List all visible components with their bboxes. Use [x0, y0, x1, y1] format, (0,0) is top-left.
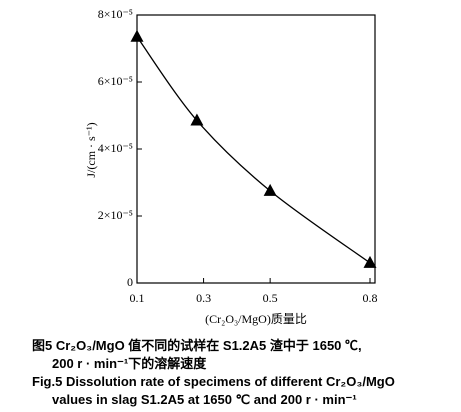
marker [363, 255, 377, 268]
x-axis-label: (Cr₂O₃/MgO)质量比 [205, 312, 307, 326]
y-tick-label: 2×10⁻⁵ [98, 208, 133, 222]
x-tick-label: 0.8 [363, 291, 378, 305]
caption-line: values in slag S1.2A5 at 1650 ℃ and 200 … [52, 392, 357, 407]
curve [136, 36, 371, 264]
y-axis-label: J/(cm · s⁻¹) [84, 122, 98, 177]
marker [263, 183, 277, 196]
y-tick-label: 0 [127, 275, 133, 289]
x-tick-label: 0.3 [196, 291, 211, 305]
marker [190, 113, 204, 126]
x-tick-label: 0.5 [263, 291, 278, 305]
caption-line: Fig.5 Dissolution rate of specimens of d… [32, 374, 395, 389]
marker [130, 29, 144, 42]
x-tick-label: 0.1 [130, 291, 145, 305]
caption-line: 图5 Cr₂O₃/MgO 值不同的试样在 S1.2A5 渣中于 1650 ℃, [32, 338, 362, 353]
y-tick-label: 6×10⁻⁵ [98, 74, 133, 88]
y-tick-label: 4×10⁻⁵ [98, 141, 133, 155]
caption-line: 200 r · min⁻¹下的溶解速度 [52, 356, 207, 371]
y-tick-label: 8×10⁻⁵ [98, 7, 133, 21]
plot-frame [136, 14, 376, 284]
